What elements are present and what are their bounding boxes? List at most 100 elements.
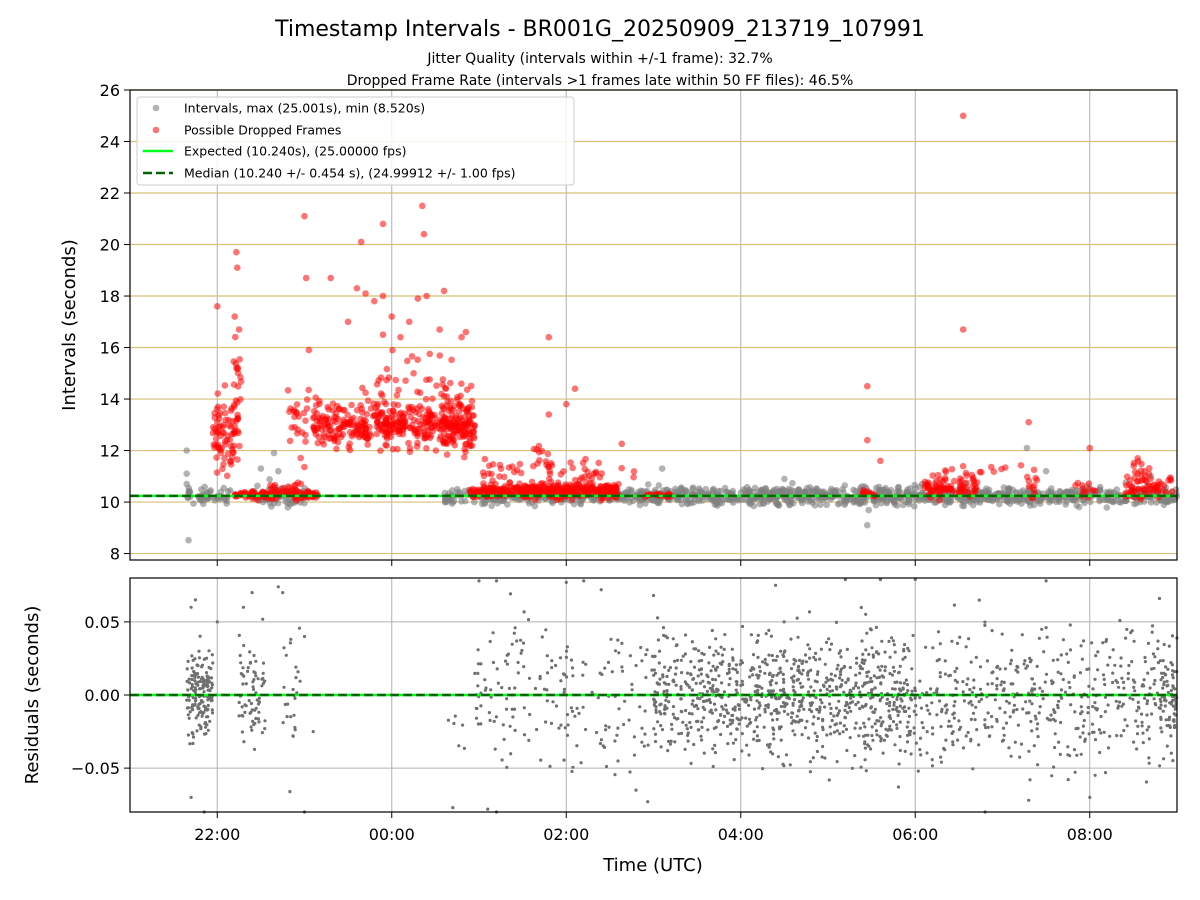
- data-point: [746, 488, 753, 496]
- data-point: [998, 706, 1002, 710]
- data-point: [1016, 670, 1020, 674]
- x-tick-label: 02:00: [543, 825, 589, 844]
- data-point: [527, 676, 532, 680]
- data-point: [974, 705, 978, 709]
- data-point: [727, 662, 731, 666]
- data-point: [874, 625, 879, 630]
- data-point: [774, 697, 778, 701]
- data-point: [530, 462, 537, 470]
- data-point: [766, 705, 770, 710]
- data-point: [623, 699, 627, 703]
- data-point: [790, 676, 794, 680]
- data-point: [254, 691, 258, 695]
- data-point: [1126, 671, 1130, 676]
- data-point: [535, 448, 543, 456]
- data-point: [616, 638, 620, 642]
- data-point: [210, 441, 218, 448]
- data-point: [684, 682, 689, 686]
- data-point: [905, 683, 910, 687]
- data-point: [626, 499, 633, 506]
- data-point: [1002, 680, 1006, 685]
- data-point: [257, 700, 261, 704]
- data-point: [449, 406, 457, 414]
- data-point: [1152, 697, 1156, 701]
- data-point: [584, 662, 588, 666]
- data-point: [850, 499, 857, 506]
- data-point: [1065, 652, 1069, 656]
- data-point: [564, 580, 568, 585]
- data-point: [516, 671, 520, 675]
- data-point: [787, 697, 792, 701]
- data-point: [1102, 730, 1106, 734]
- data-point: [1130, 660, 1134, 664]
- data-point: [735, 670, 740, 675]
- data-point: [863, 658, 867, 663]
- data-point: [528, 478, 536, 486]
- data-point: [528, 712, 532, 717]
- data-point: [332, 418, 339, 426]
- data-point: [1003, 667, 1008, 671]
- data-point: [931, 732, 935, 736]
- data-point: [815, 734, 819, 739]
- data-point: [977, 700, 981, 704]
- data-point: [1023, 659, 1027, 663]
- data-point: [775, 654, 779, 659]
- data-point: [695, 485, 703, 492]
- data-point: [1106, 703, 1110, 707]
- data-point: [1030, 486, 1038, 494]
- data-point: [248, 661, 252, 665]
- data-point: [679, 731, 684, 736]
- data-point: [860, 660, 864, 665]
- data-point: [839, 486, 846, 493]
- data-point: [1101, 641, 1105, 645]
- data-point: [689, 761, 693, 766]
- data-point: [653, 739, 658, 744]
- data-point: [301, 212, 308, 220]
- data-point: [763, 707, 767, 711]
- data-point: [938, 642, 942, 646]
- data-point: [757, 738, 761, 743]
- data-point: [476, 671, 480, 676]
- data-point: [1042, 467, 1050, 475]
- data-point: [768, 742, 772, 747]
- data-point: [505, 464, 513, 471]
- data-point: [221, 454, 228, 462]
- data-point: [399, 420, 407, 427]
- data-point: [1173, 687, 1177, 691]
- data-point: [565, 645, 570, 649]
- data-point: [227, 461, 235, 468]
- data-point: [990, 671, 994, 675]
- data-point: [1086, 444, 1094, 452]
- data-point: [1103, 771, 1108, 775]
- data-point: [678, 500, 686, 508]
- data-point: [1073, 770, 1077, 774]
- data-point: [1093, 706, 1098, 710]
- data-point: [1167, 644, 1171, 648]
- data-point: [700, 738, 704, 742]
- data-point: [246, 666, 250, 670]
- data-point: [834, 706, 839, 710]
- data-point: [1093, 701, 1097, 705]
- data-point: [909, 752, 913, 756]
- data-point: [394, 445, 401, 453]
- data-point: [293, 725, 297, 730]
- data-point: [920, 721, 924, 725]
- data-point: [1140, 720, 1144, 724]
- data-point: [854, 721, 858, 725]
- data-point: [440, 430, 448, 438]
- data-point: [453, 714, 457, 718]
- data-point: [953, 678, 957, 682]
- data-point: [828, 485, 835, 493]
- data-point: [1103, 504, 1111, 511]
- data-point: [471, 498, 478, 506]
- data-point: [771, 674, 775, 679]
- y-tick-label: 0.05: [84, 613, 120, 632]
- data-point: [918, 736, 923, 740]
- data-point: [824, 680, 828, 684]
- data-point: [1158, 764, 1162, 768]
- data-point: [1123, 482, 1130, 489]
- data-point: [864, 521, 871, 529]
- data-point: [1168, 715, 1172, 719]
- data-point: [735, 716, 739, 721]
